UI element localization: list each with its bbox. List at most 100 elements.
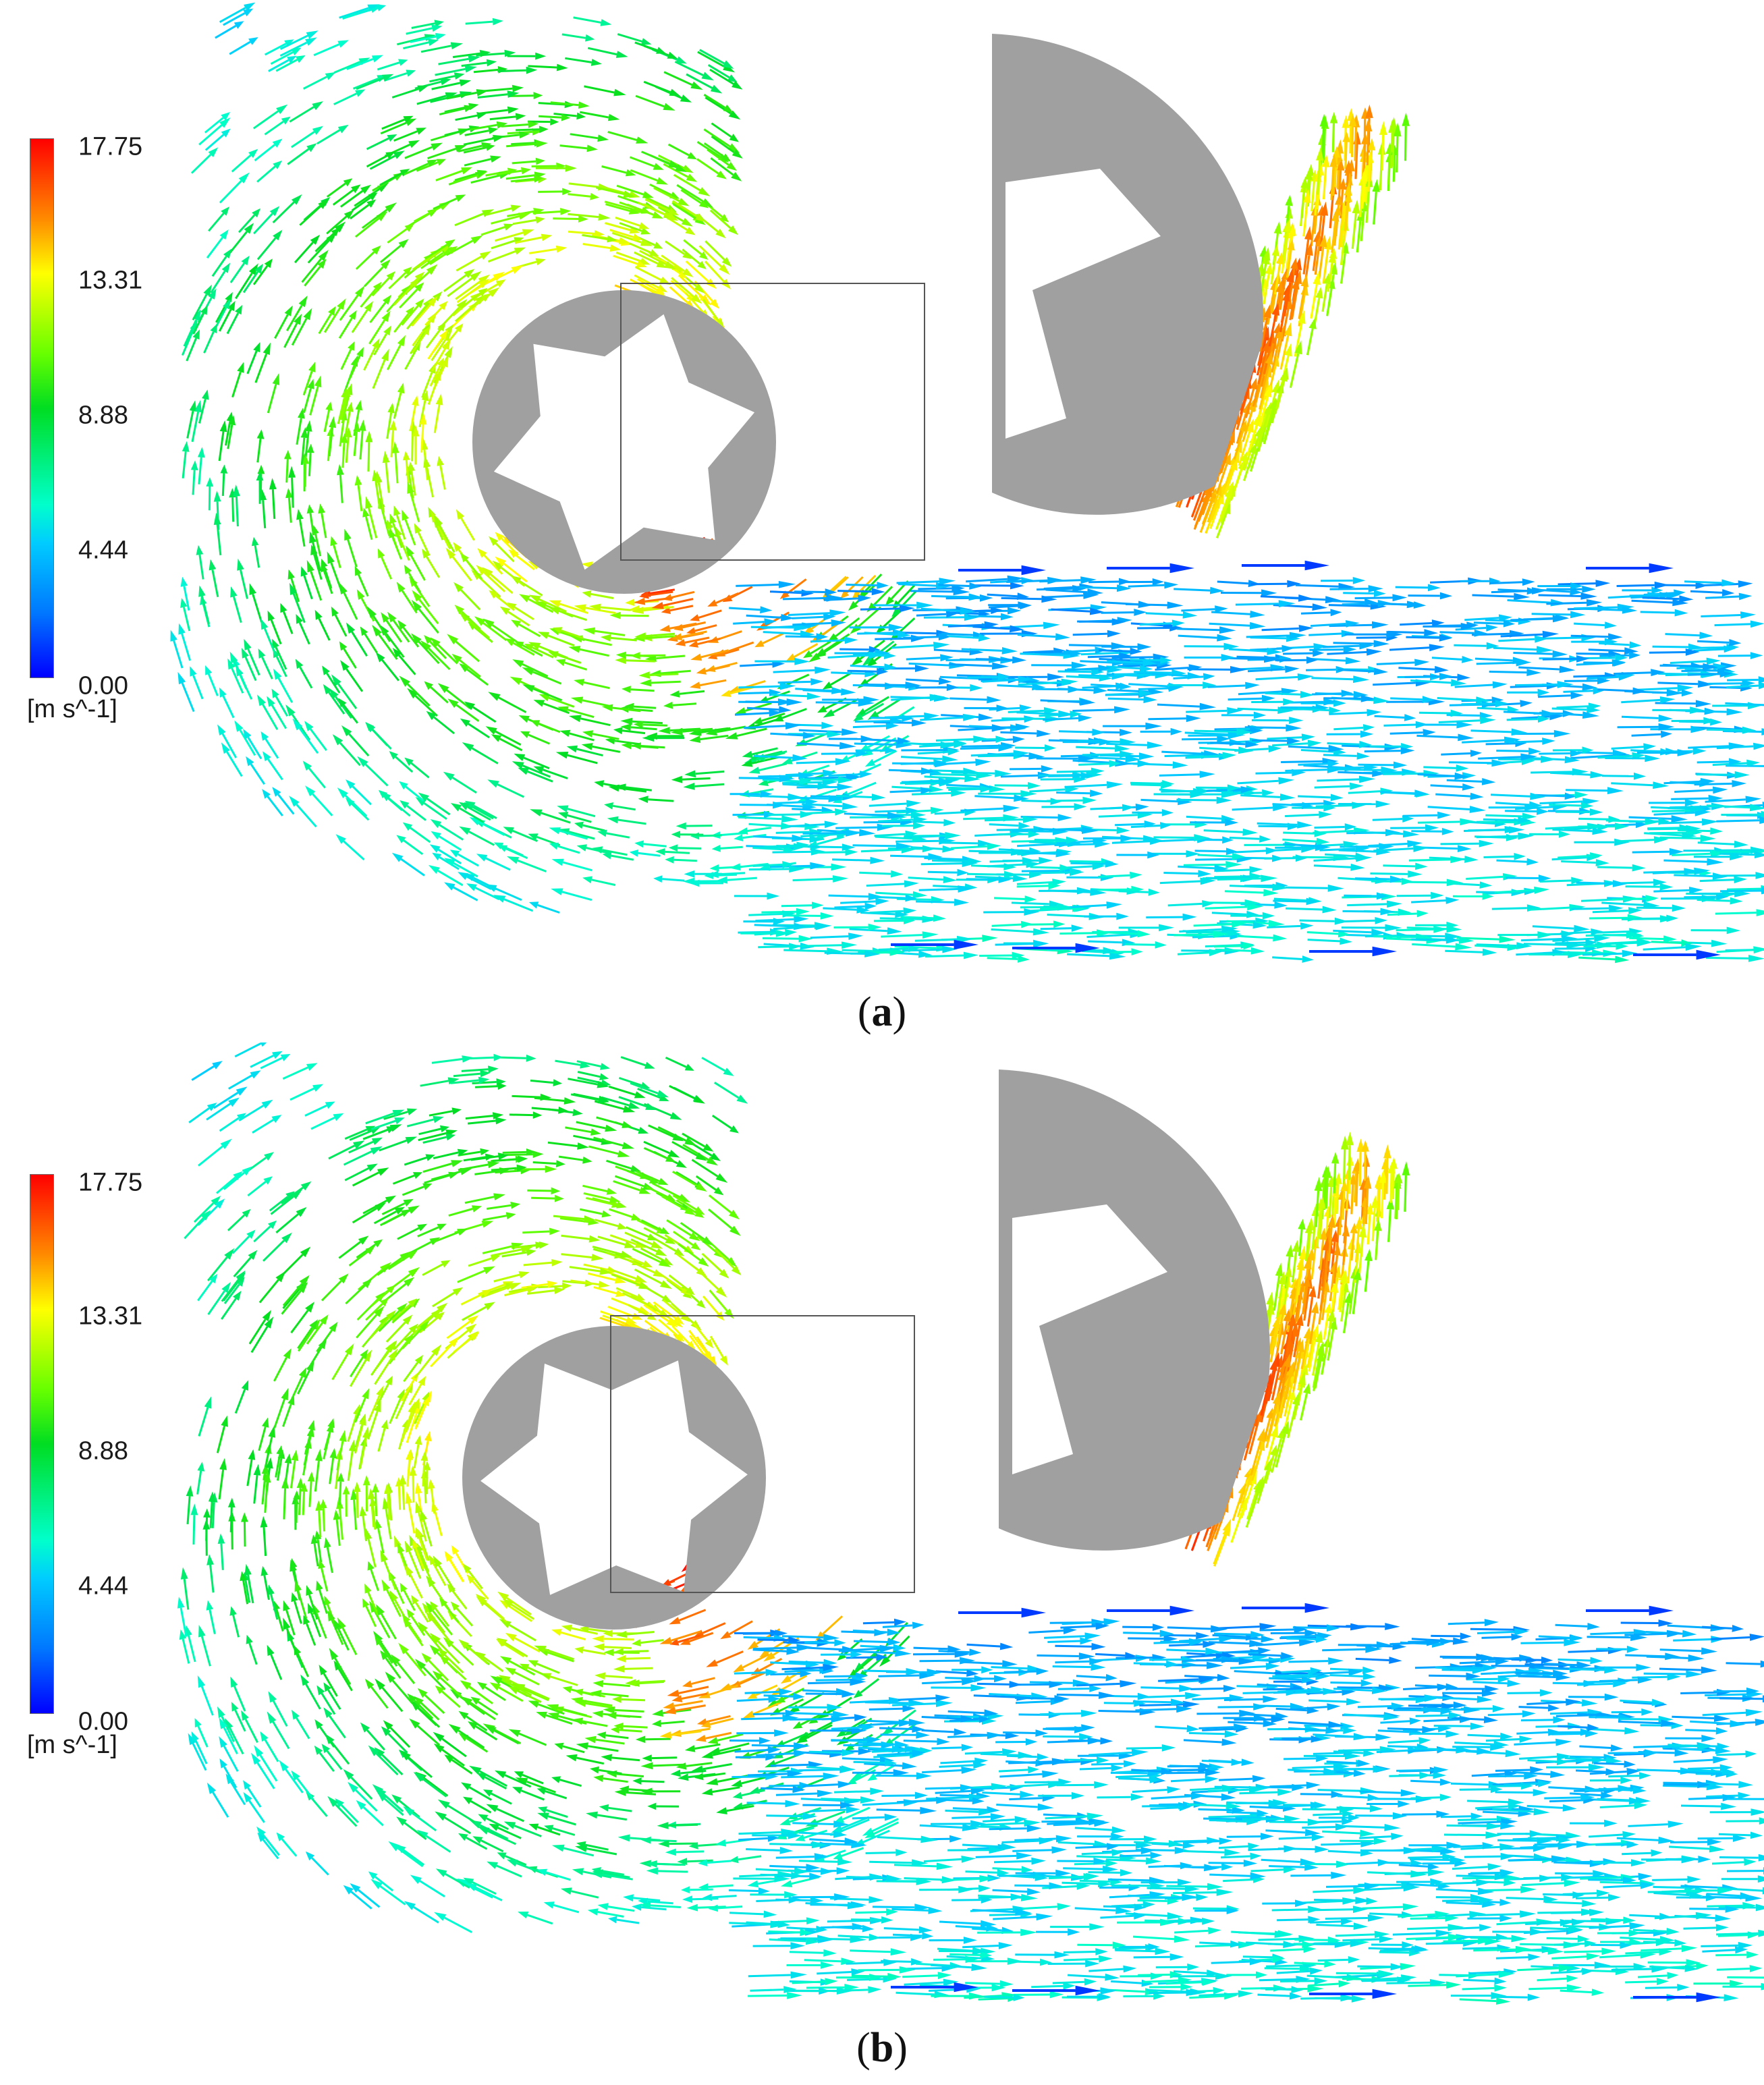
- velocity-arrow-shaft: [685, 292, 704, 313]
- velocity-arrow-head: [321, 562, 328, 573]
- velocity-arrow-head: [779, 775, 795, 783]
- velocity-arrow-shaft: [275, 696, 289, 717]
- velocity-arrow-shaft: [643, 606, 674, 612]
- velocity-arrow-shaft: [867, 735, 890, 748]
- velocity-arrow-head: [943, 818, 956, 827]
- velocity-arrow-shaft: [629, 156, 655, 167]
- velocity-arrow-shaft: [439, 835, 462, 851]
- velocity-arrow-shaft: [609, 229, 634, 238]
- velocity-arrow-shaft: [697, 637, 721, 646]
- velocity-arrow-shaft: [221, 473, 225, 496]
- velocity-arrow-head: [1329, 706, 1342, 714]
- velocity-arrow-shaft: [1186, 754, 1223, 759]
- velocity-arrow-head: [929, 694, 945, 702]
- velocity-arrow-head: [1728, 742, 1745, 750]
- velocity-arrow-shaft: [538, 723, 561, 733]
- velocity-arrow-shaft: [947, 623, 985, 628]
- velocity-arrow-shaft: [246, 350, 258, 374]
- velocity-arrow-head: [344, 427, 352, 438]
- velocity-arrow-shaft: [1631, 733, 1661, 737]
- velocity-arrow-shaft: [661, 878, 685, 882]
- velocity-arrow-shaft: [644, 1319, 666, 1336]
- velocity-arrow-head: [1144, 820, 1156, 828]
- velocity-arrow-shaft: [1257, 414, 1269, 448]
- velocity-arrow-head: [1343, 646, 1357, 653]
- velocity-arrow-shaft: [501, 123, 528, 128]
- velocity-arrow-shaft: [1228, 697, 1263, 701]
- velocity-arrow-head: [537, 632, 549, 639]
- velocity-arrow-shaft: [252, 110, 279, 130]
- velocity-arrow-head: [871, 794, 886, 801]
- velocity-arrow-head: [208, 147, 219, 157]
- velocity-arrow-shaft: [651, 680, 681, 684]
- velocity-arrow-shaft: [918, 587, 952, 590]
- velocity-arrow-head: [1161, 780, 1175, 787]
- velocity-arrow-head: [885, 722, 899, 730]
- velocity-arrow-shaft: [644, 196, 669, 209]
- velocity-arrow-shaft: [430, 1488, 436, 1514]
- velocity-arrow-shaft: [810, 640, 831, 655]
- velocity-arrow-head: [476, 1681, 487, 1690]
- velocity-arrow-shaft: [1438, 719, 1481, 723]
- velocity-arrow-head: [991, 724, 1005, 732]
- velocity-arrow-head: [414, 1659, 426, 1670]
- velocity-arrow-head: [493, 271, 505, 281]
- velocity-arrow-head: [685, 227, 696, 235]
- velocity-arrow-head: [924, 712, 940, 720]
- velocity-arrow-head: [307, 379, 314, 389]
- velocity-arrow-shaft: [1232, 806, 1273, 811]
- velocity-arrow-shaft: [709, 209, 732, 229]
- velocity-arrow-shaft: [785, 635, 817, 638]
- velocity-arrow-shaft: [827, 654, 869, 659]
- velocity-arrow-shaft: [477, 93, 508, 99]
- velocity-arrow-shaft: [747, 827, 771, 832]
- velocity-arrow-head: [234, 720, 244, 732]
- velocity-arrow-shaft: [418, 1554, 433, 1581]
- velocity-arrow-head: [365, 430, 373, 443]
- velocity-arrow-head: [241, 1710, 249, 1721]
- velocity-arrow-head: [1071, 924, 1084, 932]
- velocity-arrow-head: [868, 651, 884, 659]
- velocity-arrow-shaft: [373, 333, 387, 356]
- velocity-arrow-head: [996, 704, 1010, 712]
- velocity-arrow-head: [778, 581, 796, 588]
- velocity-arrow-shaft: [676, 184, 704, 202]
- velocity-arrow-shaft: [634, 266, 662, 281]
- velocity-arrow-shaft: [283, 611, 294, 634]
- velocity-arrow-shaft: [244, 1719, 258, 1743]
- velocity-arrow-shaft: [385, 619, 403, 643]
- velocity-arrow-shaft: [1106, 665, 1140, 670]
- velocity-arrow-shaft: [412, 1812, 437, 1832]
- velocity-arrow-head: [377, 548, 385, 559]
- velocity-arrow-head: [1350, 782, 1364, 790]
- velocity-arrow-shaft: [330, 562, 343, 592]
- velocity-arrow-head: [461, 167, 472, 175]
- velocity-arrow-head: [1275, 252, 1284, 265]
- velocity-arrow-head: [368, 192, 378, 201]
- velocity-arrow-head: [1392, 594, 1408, 602]
- velocity-arrow-head: [1265, 350, 1273, 365]
- velocity-arrow-head: [904, 917, 916, 924]
- velocity-arrow-shaft: [1505, 810, 1537, 812]
- velocity-arrow-shaft: [1238, 690, 1282, 696]
- velocity-arrow-shaft: [371, 277, 390, 297]
- velocity-arrow-shaft: [1215, 512, 1228, 538]
- velocity-arrow-head: [1362, 724, 1375, 731]
- velocity-arrow-head: [343, 178, 353, 187]
- velocity-arrow-shaft: [758, 775, 799, 778]
- velocity-arrow-shaft: [300, 437, 306, 466]
- velocity-arrow-shaft: [363, 347, 377, 371]
- velocity-arrow-shaft: [1257, 351, 1267, 385]
- velocity-arrow-shaft: [1671, 797, 1709, 800]
- velocity-arrow-head: [1758, 676, 1764, 684]
- velocity-arrow-shaft: [1285, 769, 1327, 772]
- velocity-arrow-shaft: [606, 832, 630, 839]
- velocity-arrow-head: [1080, 576, 1097, 584]
- velocity-arrow-shaft: [1281, 760, 1323, 763]
- velocity-arrow-head: [943, 876, 958, 883]
- velocity-arrow-head: [332, 734, 343, 746]
- velocity-arrow-shaft: [332, 189, 354, 206]
- velocity-arrow-head: [904, 880, 919, 888]
- velocity-arrow-shaft: [472, 1081, 497, 1084]
- velocity-arrow-shaft: [356, 77, 384, 90]
